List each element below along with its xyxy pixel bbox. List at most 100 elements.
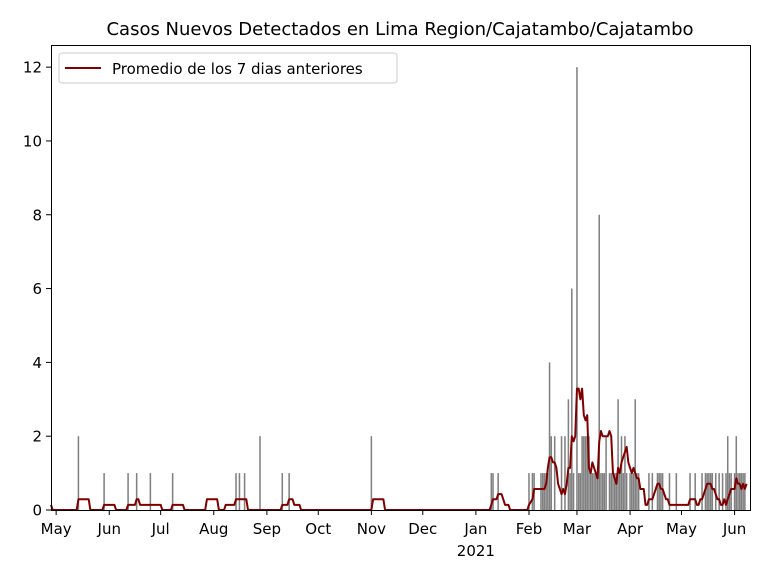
x-tick-label: Mar xyxy=(563,520,592,538)
bar xyxy=(608,473,611,510)
bar xyxy=(610,473,612,510)
bar xyxy=(571,288,573,510)
bar xyxy=(135,473,138,510)
x-tick-label: Feb xyxy=(516,520,543,538)
bar xyxy=(738,473,741,510)
bar xyxy=(531,473,534,510)
bar xyxy=(560,436,563,510)
bar xyxy=(660,473,662,510)
bar xyxy=(579,473,582,510)
bar xyxy=(718,473,720,510)
bar xyxy=(288,473,290,510)
bar xyxy=(617,399,619,510)
bar xyxy=(541,473,544,510)
bar xyxy=(238,473,241,510)
bar xyxy=(619,473,621,510)
bar xyxy=(77,436,80,510)
bar xyxy=(648,473,650,510)
bar xyxy=(528,473,530,510)
bar xyxy=(625,473,628,510)
bar xyxy=(706,473,708,510)
bar xyxy=(497,473,499,510)
bar xyxy=(598,214,600,510)
bar xyxy=(584,436,587,510)
x-tick-label: Jul xyxy=(151,520,170,538)
bar xyxy=(235,473,237,510)
y-tick-label: 2 xyxy=(32,428,42,446)
bar xyxy=(624,436,626,510)
bar xyxy=(651,473,654,510)
bar xyxy=(637,473,640,510)
bar xyxy=(694,473,696,510)
bar xyxy=(548,362,551,510)
bar xyxy=(550,436,553,510)
y-tick-label: 10 xyxy=(23,132,42,150)
bar xyxy=(620,436,623,510)
bar xyxy=(591,473,594,510)
bar xyxy=(593,473,595,510)
x-tick-label: Dec xyxy=(408,520,437,538)
bar xyxy=(733,473,736,510)
bar xyxy=(689,473,691,510)
bar xyxy=(629,473,631,510)
bar xyxy=(725,473,727,510)
bar xyxy=(603,473,606,510)
bar xyxy=(612,473,614,510)
x-tick-label: Aug xyxy=(199,520,228,538)
bar xyxy=(586,436,589,510)
x-tick-label: Jun xyxy=(722,520,746,538)
bar xyxy=(658,473,660,510)
bar xyxy=(740,473,743,510)
x-tick-label: Jan xyxy=(463,520,487,538)
bars-group xyxy=(77,67,746,510)
x-axis: May Jun Jul Aug Sep Oct Nov Dec Jan 2021 Feb Mar Apr… xyxy=(41,510,746,560)
x-tick-label: Sep xyxy=(253,520,281,538)
bar xyxy=(735,436,738,510)
legend: Promedio de los 7 dias anteriores xyxy=(58,52,398,84)
bar xyxy=(596,473,599,510)
bar xyxy=(583,436,585,510)
bar xyxy=(632,473,635,510)
bar xyxy=(103,473,105,510)
bar xyxy=(540,473,542,510)
bar xyxy=(553,436,556,510)
bar xyxy=(581,436,583,510)
x-tick-label: Nov xyxy=(357,520,386,538)
bar xyxy=(668,473,671,510)
bar xyxy=(564,436,566,510)
y-axis: 0 2 4 6 8 10 12 xyxy=(23,59,51,520)
bar xyxy=(171,473,174,510)
bar xyxy=(615,473,618,510)
x-tick-label: Apr xyxy=(617,520,644,538)
y-tick-label: 0 xyxy=(32,502,42,520)
x-tick-year-label: 2021 xyxy=(457,542,495,560)
bar xyxy=(726,436,729,510)
x-tick-label: Oct xyxy=(305,520,331,538)
bar xyxy=(547,473,549,510)
chart-title: Casos Nuevos Detectados en Lima Region/C… xyxy=(106,19,693,40)
bar xyxy=(259,436,261,510)
x-tick-label: Jun xyxy=(97,520,121,538)
bar xyxy=(543,473,546,510)
bar xyxy=(589,473,592,510)
bar xyxy=(492,473,494,510)
x-tick-label: May xyxy=(666,520,697,538)
bar xyxy=(744,473,746,510)
bar xyxy=(675,473,678,510)
bar xyxy=(622,473,624,510)
bar xyxy=(737,473,739,510)
bar xyxy=(569,473,571,510)
legend-box xyxy=(58,52,398,84)
line-group xyxy=(50,387,748,511)
y-tick-label: 6 xyxy=(32,280,42,298)
bar xyxy=(567,399,570,510)
bar xyxy=(576,67,578,510)
bar xyxy=(490,473,493,510)
legend-label: Promedio de los 7 dias anteriores xyxy=(112,60,363,78)
x-tick-label: May xyxy=(41,520,72,538)
bar xyxy=(243,473,246,510)
bar xyxy=(711,473,714,510)
y-tick-label: 4 xyxy=(32,354,42,372)
bar xyxy=(600,473,602,510)
